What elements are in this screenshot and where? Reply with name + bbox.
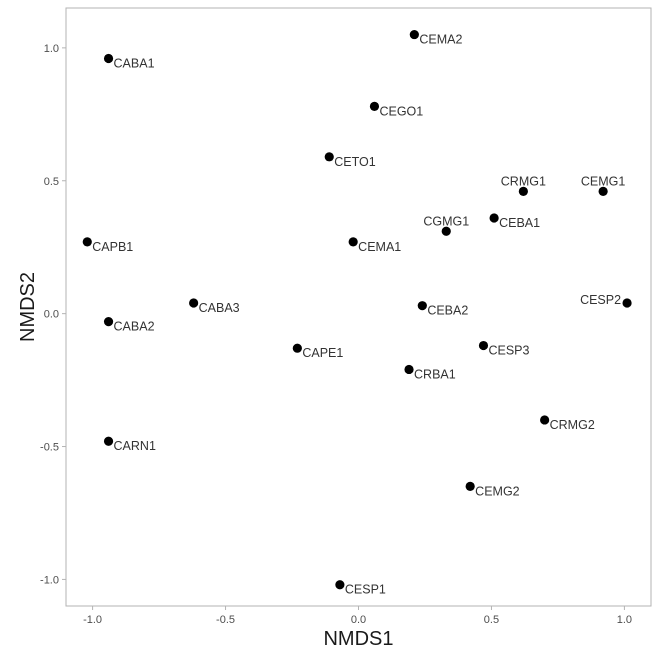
data-point xyxy=(82,237,92,247)
x-tick-label: 1.0 xyxy=(617,614,632,626)
data-point xyxy=(441,226,451,236)
point-label: CESP3 xyxy=(488,344,529,358)
point-label: CETO1 xyxy=(334,155,375,169)
point-label: CRMG1 xyxy=(501,174,546,188)
y-axis-title: NMDS2 xyxy=(17,272,39,342)
data-point xyxy=(417,301,427,311)
y-tick-label: -0.5 xyxy=(40,442,59,454)
x-tick-label: 0.5 xyxy=(484,614,499,626)
data-point xyxy=(598,186,608,196)
point-label: CARN1 xyxy=(114,439,156,453)
point-label: CRMG2 xyxy=(550,418,595,432)
x-tick-label: 0.0 xyxy=(351,614,366,626)
data-point xyxy=(404,364,414,375)
point-label: CAPB1 xyxy=(92,240,133,254)
data-point xyxy=(369,101,380,111)
point-label: CEBA2 xyxy=(427,304,468,318)
y-tick-label: 1.0 xyxy=(44,43,59,55)
data-point xyxy=(292,343,302,353)
data-point xyxy=(409,29,419,40)
point-label: CAPE1 xyxy=(302,346,343,360)
point-label: CEMA1 xyxy=(358,240,401,254)
point-label: CEMG1 xyxy=(581,174,626,188)
data-point xyxy=(518,186,528,196)
point-label: CABA2 xyxy=(114,320,155,334)
data-point xyxy=(540,415,550,425)
point-label: CESP1 xyxy=(345,583,386,597)
points-layer: CABA1 CEMA2 CEGO1 CETO1 CRMG1 CEMG1 CEBA1 CGMG1… xyxy=(82,29,632,597)
point-label: CEBA1 xyxy=(499,216,540,230)
point-label: CESP2 xyxy=(580,293,621,307)
data-point xyxy=(622,298,632,308)
x-tick-label: -0.5 xyxy=(216,614,235,626)
point-label: CEMA2 xyxy=(419,33,462,47)
data-point xyxy=(103,436,114,446)
data-point xyxy=(103,317,114,327)
point-label: CABA1 xyxy=(114,56,155,70)
point-label: CGMG1 xyxy=(423,214,469,228)
x-axis: -1.0 -0.5 0.0 0.5 1.0 xyxy=(83,606,632,626)
x-tick-label: -1.0 xyxy=(83,614,102,626)
data-point xyxy=(478,340,489,351)
data-point xyxy=(489,213,499,223)
data-point xyxy=(324,152,334,162)
point-label: CABA3 xyxy=(199,301,240,315)
y-axis: -1.0 -0.5 0.0 0.5 1.0 xyxy=(40,43,66,586)
data-point xyxy=(465,481,475,491)
x-axis-title: NMDS1 xyxy=(323,628,393,650)
data-point xyxy=(335,580,345,590)
y-tick-label: -1.0 xyxy=(40,574,59,586)
data-point xyxy=(103,53,114,64)
y-tick-label: 0.0 xyxy=(44,309,59,321)
data-point xyxy=(189,298,199,308)
point-label: CRBA1 xyxy=(414,367,456,381)
y-tick-label: 0.5 xyxy=(44,176,59,188)
data-point xyxy=(348,237,358,247)
point-label: CEGO1 xyxy=(379,104,423,118)
point-label: CEMG2 xyxy=(475,484,520,498)
panel-border xyxy=(65,7,652,607)
